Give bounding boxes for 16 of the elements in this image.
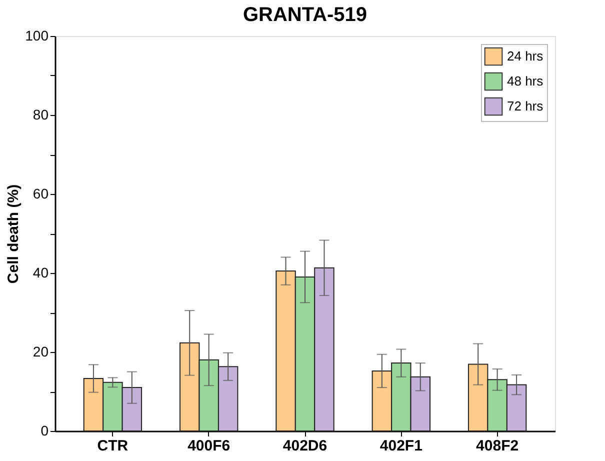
y-tick-label: 80 <box>32 106 49 122</box>
y-tick-label: 100 <box>25 28 49 44</box>
legend-label: 24 hrs <box>507 48 544 64</box>
y-axis-title: Cell death (%) <box>5 184 22 284</box>
x-tick-label: 402D6 <box>282 438 328 454</box>
legend-label: 48 hrs <box>507 74 544 88</box>
y-tick-label: 0 <box>40 422 49 438</box>
x-tick-label: CTR <box>97 438 128 454</box>
x-tick-label: 408F2 <box>476 438 519 454</box>
x-tick-label: 400F6 <box>188 438 230 454</box>
y-tick-label: 20 <box>32 344 49 360</box>
legend-label: 72 hrs <box>507 98 544 114</box>
y-tick-label: 60 <box>32 186 49 202</box>
chart-title: GRANTA-519 <box>242 4 368 26</box>
x-tick-label: 402F1 <box>380 438 422 454</box>
y-tick-label: 40 <box>32 264 49 280</box>
